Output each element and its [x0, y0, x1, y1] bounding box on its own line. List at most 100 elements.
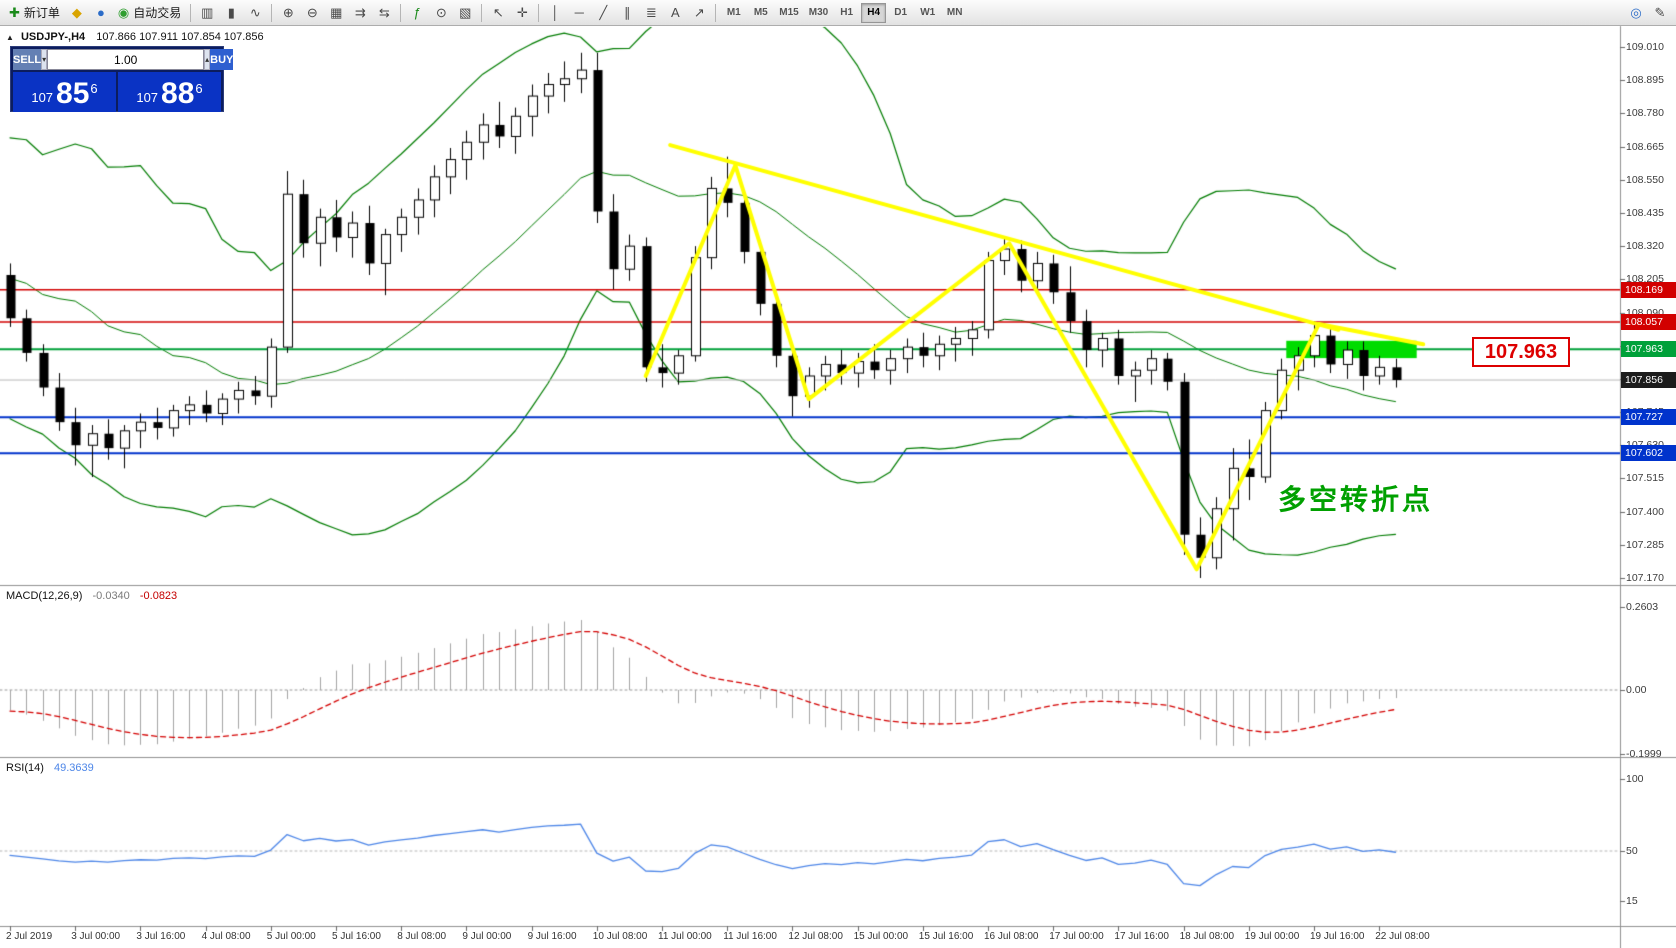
timeframe-button-m1[interactable]: M1 — [726, 7, 741, 18]
volume-input[interactable] — [47, 49, 205, 70]
timeframe-button-w1[interactable]: W1 — [920, 7, 936, 18]
sell-price-pips: 85 — [56, 77, 90, 110]
channel-button[interactable]: ∥ — [616, 2, 638, 24]
timeframe-button-mn[interactable]: MN — [946, 7, 963, 18]
price-axis-tick: 109.010 — [1626, 41, 1664, 53]
candlestick-chart-button[interactable]: ▮ — [220, 2, 242, 24]
sell-price-figure: 107 — [31, 90, 54, 105]
timeframe-button-m15[interactable]: M15 — [779, 7, 799, 18]
bar-chart-icon: ▥ — [201, 4, 214, 20]
zoom-out-icon: ⊖ — [306, 4, 318, 20]
periods-icon: ⊙ — [435, 4, 447, 20]
time-axis-label: 18 Jul 08:00 — [1179, 931, 1235, 942]
bar-chart-button[interactable]: ▥ — [196, 2, 218, 24]
turning-point-annotation[interactable]: 多空转折点 — [1278, 483, 1434, 516]
time-axis-label: 19 Jul 16:00 — [1310, 931, 1365, 942]
profiles-icon: ◆ — [71, 4, 82, 20]
volume-decrease-button[interactable]: ▾ — [41, 49, 48, 70]
buy-price-button[interactable]: 107 88 6 — [118, 72, 221, 112]
line-chart-button[interactable]: ∿ — [244, 2, 266, 24]
refresh-button[interactable]: ◉ 自动交易 — [114, 2, 185, 24]
buy-button[interactable]: BUY — [210, 49, 234, 70]
rsi-indicator-name: RSI(14) — [6, 762, 44, 774]
buy-price-point: 6 — [195, 81, 203, 96]
quick-edit-button[interactable]: ✎ — [1649, 2, 1671, 24]
indicators-button[interactable]: ƒ — [406, 2, 428, 24]
macd-main-value: -0.0340 — [92, 590, 130, 602]
time-axis-label: 9 Jul 16:00 — [527, 931, 577, 942]
pencil-icon: ✎ — [1654, 4, 1666, 20]
timeframe-button-m5[interactable]: M5 — [753, 7, 768, 18]
rsi-axis-tick: 15 — [1626, 895, 1638, 908]
auto-scroll-button[interactable]: ⇉ — [349, 2, 371, 24]
time-axis-label: 17 Jul 16:00 — [1114, 931, 1169, 942]
main-toolbar: ✚ 新订单 ◆ ● ◉ 自动交易 ▥ ▮ ∿ ⊕ ⊖ ▦ ⇉ ⇆ ƒ ⊙ ▧ ↖ ✛ │ ─ ╱ ∥ ≣ A ↗ M1 M5 M15 M3… — [0, 0, 1676, 26]
zoom-out-button[interactable]: ⊖ — [301, 2, 323, 24]
cursor-button[interactable]: ↖ — [487, 2, 509, 24]
indicators-icon: ƒ — [413, 5, 421, 20]
trendline-button[interactable]: ╱ — [592, 2, 614, 24]
time-axis-label: 4 Jul 08:00 — [201, 931, 251, 942]
time-axis-label: 3 Jul 00:00 — [71, 931, 121, 942]
macd-axis-tick: 0.00 — [1626, 684, 1647, 696]
toolbar-separator — [538, 3, 540, 22]
toolbar-separator — [271, 3, 273, 22]
price-axis-tick: 108.665 — [1626, 140, 1664, 153]
time-axis-label: 2 Jul 2019 — [6, 931, 53, 942]
sell-button[interactable]: SELL — [13, 49, 42, 70]
refresh-button-label: 自动交易 — [133, 6, 182, 20]
macd-axis-tick: 0.2603 — [1626, 600, 1659, 613]
new-order-icon: ✚ — [9, 4, 20, 20]
grid-icon: ▦ — [330, 4, 343, 20]
zoom-in-icon: ⊕ — [282, 4, 294, 20]
refresh-icon: ◉ — [117, 4, 130, 20]
buy-price-pips: 88 — [161, 77, 195, 110]
buy-price-figure: 107 — [136, 90, 159, 105]
trendline-icon: ╱ — [599, 4, 608, 20]
crosshair-button[interactable]: ✛ — [511, 2, 533, 24]
timeframe-button-d1[interactable]: D1 — [894, 7, 908, 18]
price-axis-tick: 108.550 — [1626, 173, 1664, 186]
timeframe-button-m30[interactable]: M30 — [808, 7, 829, 18]
new-order-button[interactable]: ✚ 新订单 — [5, 2, 64, 24]
data-window-button[interactable]: ● — [90, 2, 112, 24]
price-axis-tick: 108.320 — [1626, 240, 1664, 253]
time-axis-label: 11 Jul 00:00 — [658, 931, 712, 942]
toolbar-separator — [481, 3, 483, 22]
arrow-tool-icon: ↗ — [693, 4, 705, 20]
price-axis-tick: 108.435 — [1626, 206, 1664, 219]
price-axis-tick: 107.400 — [1626, 505, 1664, 518]
time-axis-label: 22 Jul 08:00 — [1375, 931, 1430, 942]
time-axis-label: 5 Jul 16:00 — [332, 931, 381, 942]
chart-profiles-button[interactable]: ◆ — [66, 2, 88, 24]
rsi-pane-header: RSI(14) 49.3639 — [6, 762, 94, 774]
templates-button[interactable]: ▧ — [454, 2, 476, 24]
text-button[interactable]: A — [664, 2, 686, 24]
periods-button[interactable]: ⊙ — [430, 2, 452, 24]
collapse-chart-icon[interactable]: ▲ — [6, 33, 14, 42]
sell-price-button[interactable]: 107 85 6 — [13, 72, 116, 112]
grid-button[interactable]: ▦ — [325, 2, 347, 24]
current-price-tag: 107.856 — [1621, 372, 1676, 389]
volume-increase-button[interactable]: ▴ — [204, 49, 211, 70]
chart-symbol-period: USDJPY-,H4 — [20, 31, 86, 43]
hline-price-tag: 108.057 — [1621, 314, 1676, 331]
price-level-callout[interactable]: 107.963 — [1472, 337, 1570, 367]
auto-scroll-icon: ⇉ — [354, 4, 366, 20]
vertical-line-button[interactable]: │ — [544, 2, 566, 24]
time-axis-label: 8 Jul 08:00 — [397, 931, 447, 942]
chart-shift-button[interactable]: ⇆ — [373, 2, 395, 24]
fibonacci-button[interactable]: ≣ — [640, 2, 662, 24]
timeframe-button-h4[interactable]: H4 — [861, 2, 887, 23]
rsi-axis-tick: 100 — [1626, 773, 1644, 785]
timeframe-button-h1[interactable]: H1 — [840, 7, 854, 18]
time-axis-label: 11 Jul 16:00 — [723, 931, 777, 942]
one-click-trading-panel: SELL ▾ ▴ BUY 107 85 6 107 88 6 — [10, 46, 234, 112]
price-axis-tick: 107.170 — [1626, 572, 1664, 584]
horizontal-line-button[interactable]: ─ — [568, 2, 590, 24]
zoom-in-button[interactable]: ⊕ — [277, 2, 299, 24]
arrows-button[interactable]: ↗ — [688, 2, 710, 24]
search-symbol-button[interactable]: ◎ — [1625, 2, 1647, 24]
